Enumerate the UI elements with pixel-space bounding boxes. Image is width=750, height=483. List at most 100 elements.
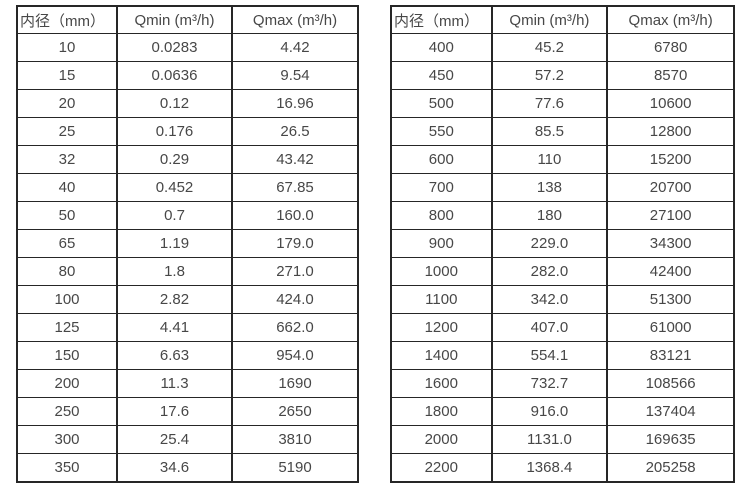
table-row: 600 110 15200: [390, 144, 735, 174]
table-cell: 3810: [231, 424, 359, 454]
flow-table-large-diameters: 内径（mm） Qmin (m³/h) Qmax (m³/h) 400 45.2 67…: [390, 5, 735, 483]
table-cell: 15: [16, 60, 118, 90]
table-cell: 160.0: [231, 200, 359, 230]
table-cell: 20700: [606, 172, 735, 202]
table-cell: 11.3: [116, 368, 233, 398]
table-cell: 25.4: [116, 424, 233, 454]
table-cell: 77.6: [490, 88, 608, 118]
table-cell: 200: [16, 368, 118, 398]
table-cell: 1.8: [116, 256, 233, 286]
table-cell: 916.0: [490, 396, 608, 426]
table-row: 500 77.6 10600: [390, 88, 735, 118]
table-cell: 42400: [606, 256, 735, 286]
table-cell: 229.0: [490, 228, 608, 258]
table-row: 32 0.29 43.42: [16, 144, 359, 174]
table-row: 1100 342.0 51300: [390, 284, 735, 314]
table-row: 1200 407.0 61000: [390, 312, 735, 342]
table-cell: 34.6: [116, 452, 233, 483]
table-row: 450 57.2 8570: [390, 60, 735, 90]
table-cell: 12800: [606, 116, 735, 146]
table-cell: 1800: [390, 396, 493, 426]
table-cell: 6780: [606, 33, 735, 62]
table-cell: 6.63: [116, 340, 233, 370]
table-cell: 16.96: [231, 88, 359, 118]
table-cell: 10600: [606, 88, 735, 118]
table-cell: 1600: [390, 368, 493, 398]
table-cell: 700: [390, 172, 493, 202]
table-cell: 600: [390, 144, 493, 174]
table-cell: 2000: [390, 424, 493, 454]
header-qmin: Qmin (m³/h): [490, 5, 608, 34]
table-body-large-diameters: 400 45.2 6780 450 57.2 8570 500 77.6 10600 550 85.…: [390, 33, 735, 483]
table-row: 40 0.452 67.85: [16, 172, 359, 202]
table-cell: 4.41: [116, 312, 233, 342]
table-cell: 732.7: [490, 368, 608, 398]
table-cell: 45.2: [490, 33, 608, 62]
table-row: 150 6.63 954.0: [16, 340, 359, 370]
flow-table-small-diameters: 内径（mm） Qmin (m³/h) Qmax (m³/h) 10 0.0283 4…: [16, 5, 359, 483]
table-cell: 61000: [606, 312, 735, 342]
table-cell: 2.82: [116, 284, 233, 314]
table-cell: 50: [16, 200, 118, 230]
table-cell: 900: [390, 228, 493, 258]
table-row: 400 45.2 6780: [390, 33, 735, 62]
table-cell: 0.12: [116, 88, 233, 118]
table-cell: 407.0: [490, 312, 608, 342]
table-cell: 954.0: [231, 340, 359, 370]
header-inner-diameter: 内径（mm）: [390, 5, 493, 34]
table-row: 125 4.41 662.0: [16, 312, 359, 342]
table-row: 300 25.4 3810: [16, 424, 359, 454]
table-cell: 169635: [606, 424, 735, 454]
table-cell: 250: [16, 396, 118, 426]
table-cell: 342.0: [490, 284, 608, 314]
table-cell: 25: [16, 116, 118, 146]
table-cell: 150: [16, 340, 118, 370]
table-cell: 800: [390, 200, 493, 230]
table-cell: 179.0: [231, 228, 359, 258]
table-cell: 32: [16, 144, 118, 174]
table-cell: 300: [16, 424, 118, 454]
table-row: 1800 916.0 137404: [390, 396, 735, 426]
table-cell: 0.452: [116, 172, 233, 202]
table-cell: 10: [16, 33, 118, 62]
table-row: 250 17.6 2650: [16, 396, 359, 426]
table-cell: 450: [390, 60, 493, 90]
table-cell: 83121: [606, 340, 735, 370]
table-cell: 500: [390, 88, 493, 118]
table-row: 65 1.19 179.0: [16, 228, 359, 258]
table-cell: 51300: [606, 284, 735, 314]
table-body-small-diameters: 10 0.0283 4.42 15 0.0636 9.54 20 0.12 16.96 25 0.1…: [16, 33, 359, 483]
table-cell: 282.0: [490, 256, 608, 286]
table-cell: 554.1: [490, 340, 608, 370]
table-cell: 1368.4: [490, 452, 608, 483]
table-cell: 9.54: [231, 60, 359, 90]
table-cell: 100: [16, 284, 118, 314]
table-row: 550 85.5 12800: [390, 116, 735, 146]
table-cell: 108566: [606, 368, 735, 398]
table-row: 20 0.12 16.96: [16, 88, 359, 118]
header-qmax: Qmax (m³/h): [606, 5, 735, 34]
table-cell: 43.42: [231, 144, 359, 174]
table-row: 700 138 20700: [390, 172, 735, 202]
table-row: 2200 1368.4 205258: [390, 452, 735, 483]
table-cell: 0.176: [116, 116, 233, 146]
table-cell: 350: [16, 452, 118, 483]
table-cell: 550: [390, 116, 493, 146]
table-cell: 27100: [606, 200, 735, 230]
table-cell: 1.19: [116, 228, 233, 258]
table-cell: 1690: [231, 368, 359, 398]
table-cell: 205258: [606, 452, 735, 483]
table-row: 350 34.6 5190: [16, 452, 359, 483]
table-cell: 15200: [606, 144, 735, 174]
table-cell: 40: [16, 172, 118, 202]
table-cell: 5190: [231, 452, 359, 483]
table-cell: 0.7: [116, 200, 233, 230]
table-row: 1400 554.1 83121: [390, 340, 735, 370]
table-row: 1600 732.7 108566: [390, 368, 735, 398]
table-cell: 80: [16, 256, 118, 286]
header-row: 内径（mm） Qmin (m³/h) Qmax (m³/h): [16, 5, 359, 34]
table-cell: 2200: [390, 452, 493, 483]
table-row: 2000 1131.0 169635: [390, 424, 735, 454]
table-cell: 85.5: [490, 116, 608, 146]
